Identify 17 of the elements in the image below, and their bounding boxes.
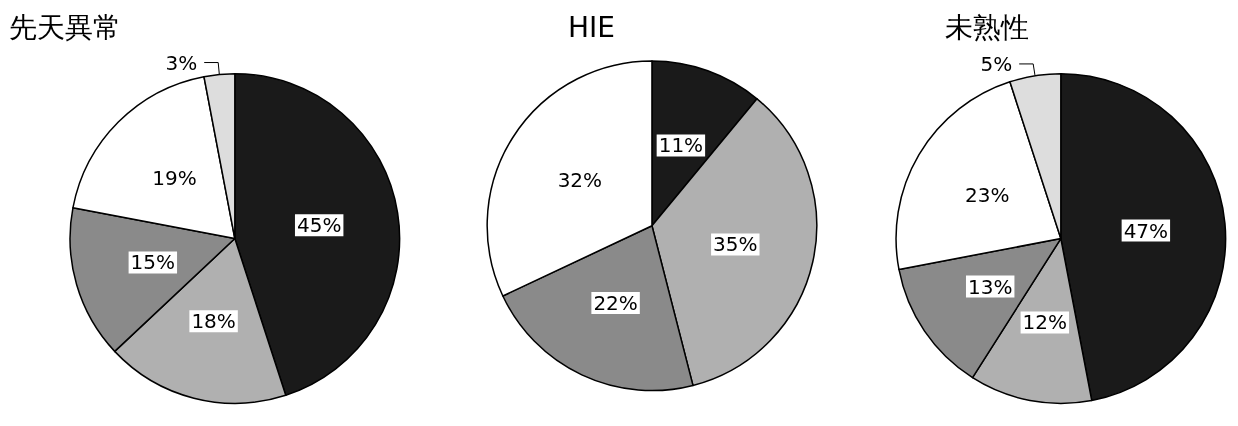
data-label: 23%: [965, 183, 1010, 208]
chart-title: HIE: [568, 10, 616, 44]
data-label: 47%: [1123, 218, 1169, 243]
data-label: 5%: [980, 51, 1013, 76]
data-label: 35%: [713, 232, 758, 257]
data-label: 32%: [557, 168, 603, 193]
data-label: 45%: [296, 213, 342, 238]
data-label: 13%: [967, 274, 1013, 299]
data-label: 19%: [152, 166, 197, 191]
chart-title: 未熟性: [945, 10, 1029, 44]
data-label: 12%: [1022, 310, 1068, 335]
data-label: 3%: [165, 50, 198, 75]
chart-title: 先天異常: [9, 10, 121, 44]
data-label: 22%: [593, 291, 638, 316]
data-label: 18%: [191, 309, 236, 334]
data-label: 15%: [130, 250, 176, 275]
data-label: 11%: [658, 133, 704, 158]
